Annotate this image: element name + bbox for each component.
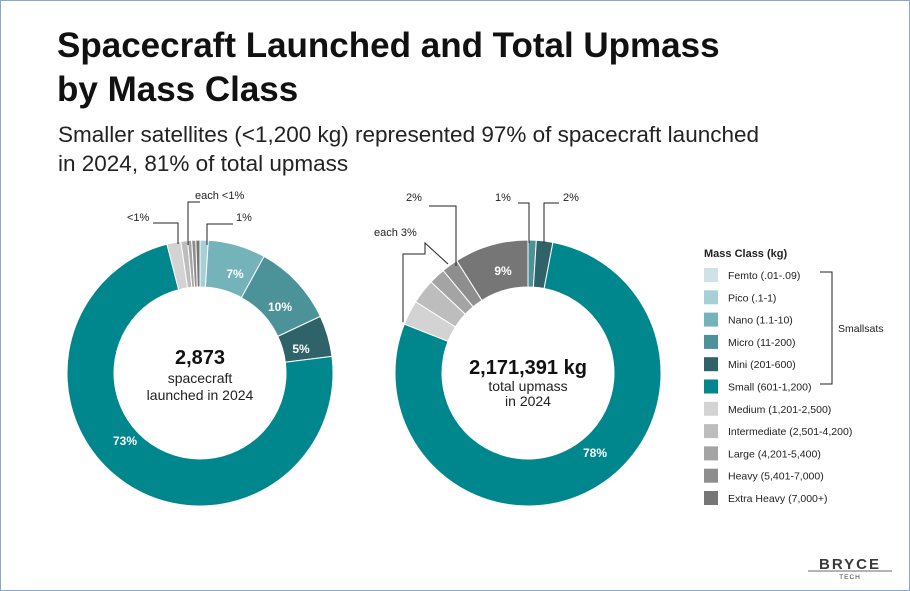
legend-swatch-femto (704, 268, 718, 282)
legend-label-micro: Micro (11-200) (728, 337, 796, 349)
slice-label-right-extra-heavy: 9% (494, 264, 512, 278)
center-value-right: 2,171,391 kg (469, 357, 587, 379)
chart-title: Spacecraft Launched and Total Upmass by … (57, 24, 857, 112)
legend-label-medium: Medium (1,201-2,500) (728, 404, 831, 416)
subtitle-line-2: in 2024, 81% of total upmass (58, 151, 349, 176)
smallsats-bracket (820, 271, 833, 385)
donut-spacecraft (66, 239, 334, 507)
callout-left-femto: <1% (127, 212, 150, 224)
legend-swatch-micro (704, 334, 718, 349)
legend-swatch-extra-heavy (704, 491, 718, 505)
slice-label-left-small: 73% (113, 434, 137, 448)
legend-label-femto: Femto (.01-.09) (728, 270, 800, 282)
center-line2-right: in 2024 (505, 393, 551, 409)
legend-swatch-mini (704, 357, 718, 372)
legend-label-extra-heavy: Extra Heavy (7,000+) (728, 493, 828, 505)
legend-swatch-medium (704, 401, 718, 416)
center-line2-left: launched in 2024 (147, 387, 254, 403)
legend-label-heavy: Heavy (5,401-7,000) (728, 471, 824, 483)
callout-left-pico: 1% (236, 212, 252, 224)
donut-upmass (394, 239, 662, 507)
chart-subtitle: Smaller satellites (<1,200 kg) represent… (58, 120, 858, 178)
slice-small (394, 241, 662, 507)
legend-swatch-intermediate (704, 424, 718, 439)
legend-swatch-heavy (704, 468, 718, 483)
legend-swatch-large (704, 446, 718, 461)
legend-title: Mass Class (kg) (704, 248, 787, 260)
callout-left-heavy-classes: each <1% (195, 190, 244, 202)
legend-swatch-nano (704, 312, 718, 327)
slice-extra-heavy (456, 239, 529, 302)
bryce-logo: BRYCE TECH (808, 556, 892, 581)
legend-label-pico: Pico (.1-1) (728, 292, 776, 304)
legend-label-intermediate: Intermediate (2,501-4,200) (728, 426, 852, 438)
smallsats-label: Smallsats (838, 323, 884, 335)
center-line1-right: total upmass (488, 378, 567, 394)
center-value-left: 2,873 (175, 347, 225, 369)
legend-label-small: Small (601-1,200) (728, 382, 811, 394)
slice-label-left-nano: 7% (226, 267, 244, 281)
title-line-2: by Mass Class (57, 70, 299, 109)
center-line1-left: spacecraft (168, 370, 233, 386)
legend: Femto (.01-.09) Pico (.1-1) Nano (1.1-10) M… (704, 268, 852, 505)
legend-label-mini: Mini (201-600) (728, 359, 796, 371)
slice-label-right-small: 78% (583, 446, 607, 460)
logo-name: BRYCE (819, 556, 881, 573)
slice-extra-heavy (195, 239, 201, 288)
legend-label-large: Large (4,201-5,400) (728, 448, 821, 460)
callout-right-medium-intermediate: each 3% (374, 227, 417, 239)
legend-swatch-pico (704, 290, 718, 305)
callout-lines-right (402, 202, 559, 322)
callout-right-mini: 2% (563, 192, 579, 204)
logo-sub: TECH (839, 574, 861, 581)
slice-small (66, 243, 334, 507)
callout-lines-left (153, 201, 233, 245)
callout-right-micro: 1% (495, 192, 511, 204)
legend-swatch-small (704, 379, 718, 394)
legend-label-nano: Nano (1.1-10) (728, 315, 793, 327)
callout-right-large-heavy: 2% (406, 192, 422, 204)
subtitle-line-1: Smaller satellites (<1,200 kg) represent… (58, 122, 760, 147)
slice-label-left-mini: 5% (292, 342, 310, 356)
slice-label-left-micro: 10% (268, 300, 292, 314)
title-line-1: Spacecraft Launched and Total Upmass (57, 26, 720, 65)
